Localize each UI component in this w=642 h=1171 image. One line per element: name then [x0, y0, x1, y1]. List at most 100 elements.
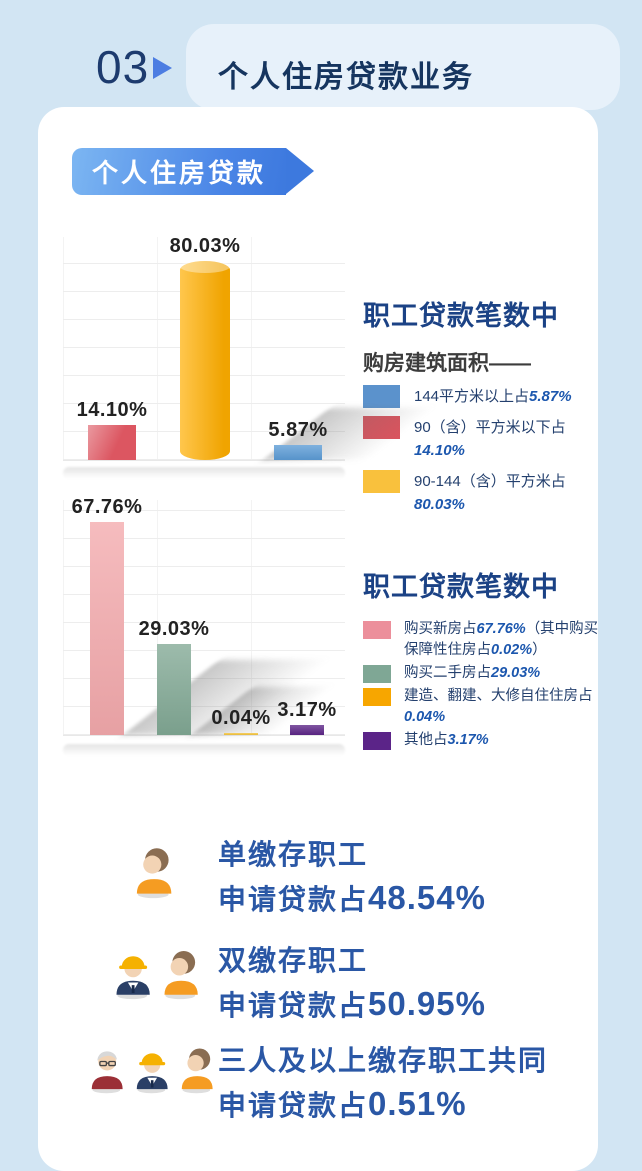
bar-value-label: 3.17%	[277, 699, 337, 722]
chart-area-type: 67.76% 29.03% 0.04% 3.17%	[63, 496, 349, 736]
chart-floor-shadow	[63, 744, 345, 756]
legend-label: ）	[532, 642, 547, 658]
legend-label: 购买二手房占	[404, 665, 491, 681]
content-card: 个人住房贷款 14.10% 80.03% 5.87% 职工贷款笔数中 购房建筑面…	[38, 107, 598, 1171]
section-title-box	[186, 24, 620, 110]
ribbon-label: 个人住房贷款	[91, 158, 266, 188]
chart-floor-shadow	[63, 467, 345, 479]
woman-avatar-icon	[164, 951, 198, 1000]
stat-three-plus: 三人及以上缴存职工共同 申请贷款占 0.51%	[218, 1039, 548, 1124]
bar	[274, 445, 322, 460]
legend-item: 90（含）平方米以下占 14.10%	[363, 416, 598, 462]
bar	[157, 643, 191, 735]
legend-pct: 29.03%	[491, 665, 541, 681]
chart-area-size: 14.10% 80.03% 5.87%	[63, 235, 455, 461]
legend-item: 建造、翻建、大修自住住房占 0.04%	[363, 686, 601, 728]
stat-line1: 三人及以上缴存职工共同	[218, 1045, 549, 1076]
legend-swatch-purple	[363, 732, 391, 750]
stat-percentage: 48.54%	[368, 879, 486, 916]
stat-single: 单缴存职工 申请贷款占 48.54%	[218, 833, 486, 918]
legend-swatch-green	[363, 665, 391, 683]
woman-avatar-icon	[181, 1048, 213, 1094]
section-number: 03	[96, 41, 150, 93]
bar-90-144: 80.03%	[170, 235, 240, 460]
legend-label: 144平方米以上占	[414, 388, 530, 405]
bar-new-house: 67.76%	[72, 496, 142, 735]
legend-pct: 14.10%	[414, 442, 465, 459]
legend-label: 建造、翻建、大修自住住房占	[404, 688, 593, 704]
legend-swatch-pink	[363, 621, 391, 639]
legend-text: 90（含）平方米以下占 14.10%	[414, 416, 598, 462]
bar	[88, 424, 136, 460]
chart2-legend: 购买新房占67.76%（其中购买保障性住房占0.02%） 购买二手房占29.03…	[363, 619, 601, 753]
legend-text: 90-144（含）平方米占 80.03%	[414, 470, 598, 516]
stat-percentage: 0.51%	[368, 1085, 467, 1122]
stat-percentage: 50.95%	[368, 985, 486, 1022]
stat-prefix: 申请贷款占	[218, 990, 369, 1021]
legend-pct: 0.04%	[404, 709, 446, 725]
stat-double: 双缴存职工 申请贷款占 50.95%	[218, 939, 486, 1024]
bar-value-label: 67.76%	[71, 496, 143, 519]
legend-item: 购买新房占67.76%（其中购买保障性住房占0.02%）	[363, 619, 601, 661]
legend-pct: 3.17%	[447, 732, 489, 748]
bar-value-label: 5.87%	[268, 419, 328, 442]
legend-pct: 80.03%	[414, 496, 465, 513]
bar-90-below: 14.10%	[77, 399, 147, 460]
chart2-title: 职工贷款笔数中	[363, 572, 559, 602]
legend-text: 其他占3.17%	[404, 730, 489, 751]
stat-prefix: 申请贷款占	[218, 1090, 369, 1121]
bar-cylinder	[180, 259, 230, 460]
legend-pct: 0.02%	[491, 642, 533, 658]
worker-avatar-icon	[136, 1053, 168, 1094]
legend-item: 其他占3.17%	[363, 730, 601, 751]
bar-value-label: 29.03%	[138, 617, 210, 640]
legend-swatch-red	[363, 416, 400, 439]
three-plus-depositor-icons	[82, 1037, 224, 1099]
stat-line2: 申请贷款占 50.95%	[218, 984, 486, 1024]
stat-line2: 申请贷款占 0.51%	[218, 1084, 548, 1124]
bar-value-label: 14.10%	[76, 398, 148, 421]
legend-label: 其他占	[404, 732, 448, 748]
bar	[224, 732, 258, 735]
bar-value-label: 0.04%	[211, 706, 271, 729]
woman-avatar-icon	[136, 848, 172, 899]
bar-144-above: 5.87%	[268, 419, 327, 460]
legend-text: 购买新房占67.76%（其中购买保障性住房占0.02%）	[404, 619, 601, 661]
chart1-subtitle: 购房建筑面积——	[363, 352, 531, 375]
legend-label: 90（含）平方米以下占	[414, 419, 566, 436]
bar	[290, 725, 324, 735]
legend-text: 购买二手房占29.03%	[404, 663, 540, 684]
legend-text: 144平方米以上占5.87%	[414, 385, 572, 408]
chart1-title: 职工贷款笔数中	[363, 301, 559, 331]
legend-swatch-blue	[363, 385, 400, 408]
bar-build-renovate: 0.04%	[211, 707, 270, 735]
legend-label: （其中购买保障性住房占	[404, 621, 599, 658]
stat-line2: 申请贷款占 48.54%	[218, 878, 486, 918]
stat-line1: 双缴存职工	[218, 945, 369, 976]
legend-label: 购买新房占	[404, 621, 477, 637]
legend-swatch-yellow	[363, 470, 400, 493]
legend-item: 购买二手房占29.03%	[363, 663, 601, 684]
legend-item: 90-144（含）平方米占 80.03%	[363, 470, 598, 516]
bar	[90, 522, 124, 735]
legend-swatch-orange	[363, 688, 391, 706]
ribbon-body: 个人住房贷款	[72, 148, 286, 195]
bar-value-label: 80.03%	[169, 234, 241, 257]
double-depositor-icons	[106, 939, 210, 1005]
legend-pct: 67.76%	[476, 621, 526, 637]
legend-text: 建造、翻建、大修自住住房占 0.04%	[404, 686, 601, 728]
bar-other: 3.17%	[277, 699, 336, 735]
bar-second-hand: 29.03%	[139, 618, 209, 735]
stat-line1: 单缴存职工	[218, 839, 369, 870]
worker-avatar-icon	[116, 956, 150, 1000]
elder-avatar-icon	[91, 1051, 123, 1094]
legend-pct: 5.87%	[529, 388, 572, 405]
ribbon-arrow-tip	[286, 148, 314, 194]
section-title: 个人住房贷款业务	[218, 61, 474, 94]
legend-label: 90-144（含）平方米占	[414, 473, 566, 490]
chart1-legend: 144平方米以上占5.87% 90（含）平方米以下占 14.10% 90-144（…	[363, 385, 598, 524]
single-depositor-icon	[126, 837, 184, 903]
play-arrow-icon	[153, 57, 172, 79]
legend-item: 144平方米以上占5.87%	[363, 385, 598, 408]
